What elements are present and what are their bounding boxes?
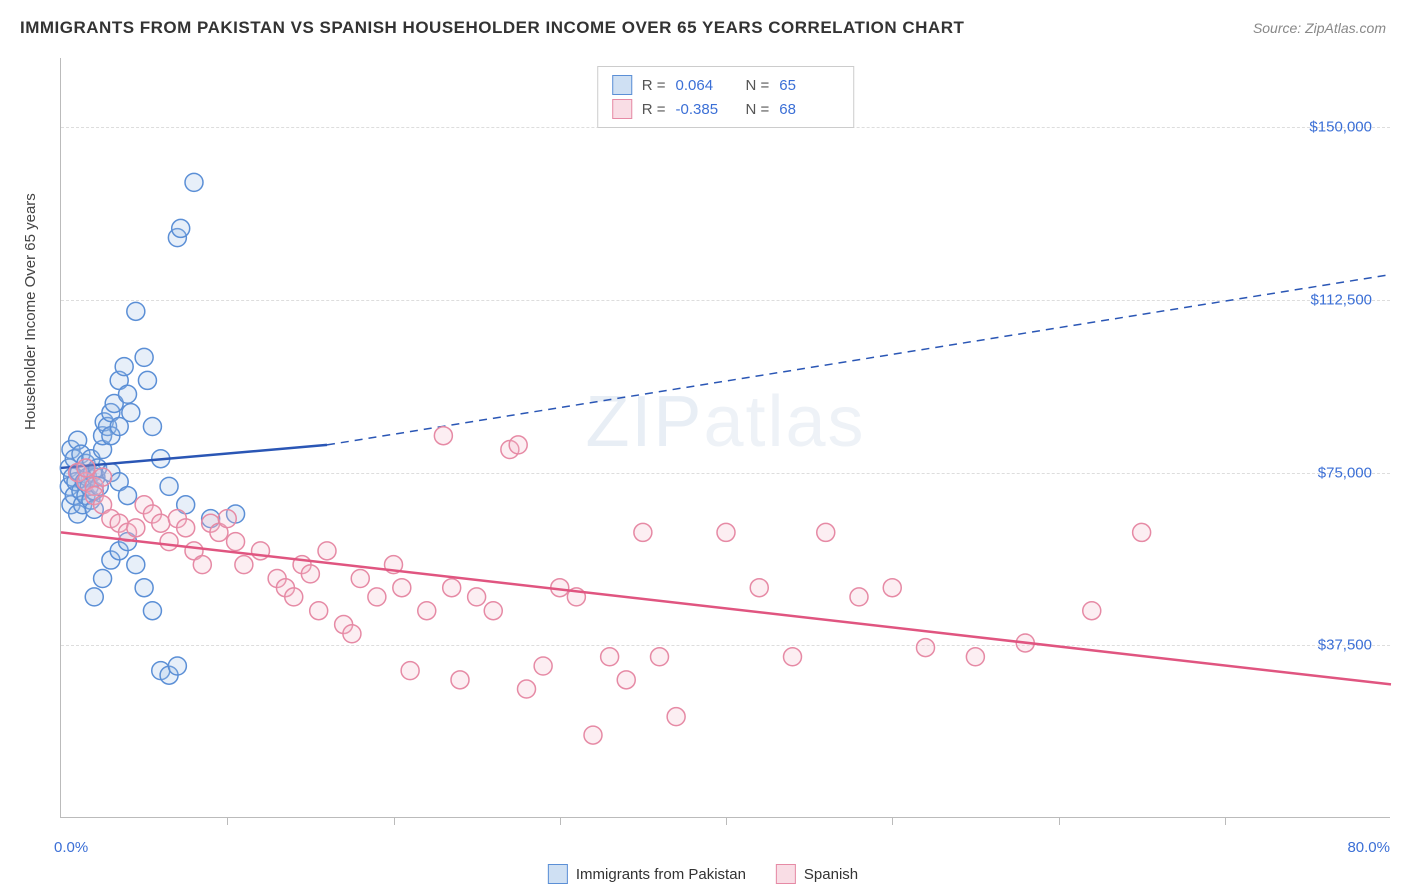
data-point (518, 680, 536, 698)
data-point (717, 523, 735, 541)
data-point (119, 385, 137, 403)
header: IMMIGRANTS FROM PAKISTAN VS SPANISH HOUS… (20, 18, 1386, 38)
x-axis-min-label: 0.0% (54, 839, 88, 856)
trend-line (61, 532, 1391, 684)
data-point (143, 602, 161, 620)
data-point (393, 579, 411, 597)
data-point (534, 657, 552, 675)
data-point (850, 588, 868, 606)
data-point (177, 519, 195, 537)
data-point (135, 579, 153, 597)
data-point (135, 348, 153, 366)
data-point (451, 671, 469, 689)
data-point (468, 588, 486, 606)
data-point (351, 569, 369, 587)
data-point (185, 173, 203, 191)
data-point (584, 726, 602, 744)
data-point (301, 565, 319, 583)
data-point (401, 662, 419, 680)
x-axis-max-label: 80.0% (1347, 839, 1390, 856)
legend-label: Immigrants from Pakistan (576, 866, 746, 883)
data-point (917, 639, 935, 657)
data-point (172, 219, 190, 237)
legend-item: Spanish (776, 864, 858, 884)
data-point (168, 657, 186, 675)
data-point (235, 556, 253, 574)
source-attribution: Source: ZipAtlas.com (1253, 20, 1386, 36)
data-point (122, 404, 140, 422)
data-point (883, 579, 901, 597)
data-point (368, 588, 386, 606)
data-point (160, 477, 178, 495)
legend-item: Immigrants from Pakistan (548, 864, 746, 884)
data-point (318, 542, 336, 560)
x-tick (892, 817, 893, 825)
data-point (227, 533, 245, 551)
data-point (127, 519, 145, 537)
x-tick (560, 817, 561, 825)
data-point (152, 514, 170, 532)
data-point (77, 459, 95, 477)
legend-label: Spanish (804, 866, 858, 883)
data-point (784, 648, 802, 666)
data-point (1083, 602, 1101, 620)
x-tick (227, 817, 228, 825)
y-axis-label: Householder Income Over 65 years (22, 193, 39, 430)
data-point (343, 625, 361, 643)
data-point (94, 468, 112, 486)
data-point (750, 579, 768, 597)
data-point (601, 648, 619, 666)
data-point (434, 427, 452, 445)
data-point (310, 602, 328, 620)
trend-line-extrapolated (327, 274, 1391, 444)
data-point (218, 510, 236, 528)
data-point (509, 436, 527, 454)
data-point (1133, 523, 1151, 541)
data-point (617, 671, 635, 689)
data-point (94, 569, 112, 587)
chart-title: IMMIGRANTS FROM PAKISTAN VS SPANISH HOUS… (20, 18, 964, 38)
legend-swatch (776, 864, 796, 884)
x-tick (1059, 817, 1060, 825)
scatter-plot-svg (61, 58, 1390, 817)
data-point (119, 487, 137, 505)
data-point (484, 602, 502, 620)
x-tick (726, 817, 727, 825)
legend-swatch (548, 864, 568, 884)
data-point (115, 358, 133, 376)
data-point (85, 588, 103, 606)
data-point (143, 417, 161, 435)
data-point (418, 602, 436, 620)
x-tick (1225, 817, 1226, 825)
data-point (443, 579, 461, 597)
data-point (966, 648, 984, 666)
data-point (127, 556, 145, 574)
data-point (193, 556, 211, 574)
data-point (651, 648, 669, 666)
data-point (634, 523, 652, 541)
data-point (667, 708, 685, 726)
data-point (127, 302, 145, 320)
plot-area: ZIPatlas $37,500$75,000$112,500$150,000 … (60, 58, 1390, 818)
chart-container: IMMIGRANTS FROM PAKISTAN VS SPANISH HOUS… (0, 0, 1406, 892)
x-tick (394, 817, 395, 825)
data-point (160, 533, 178, 551)
data-point (138, 371, 156, 389)
data-point (285, 588, 303, 606)
series-legend: Immigrants from Pakistan Spanish (548, 864, 858, 884)
data-point (817, 523, 835, 541)
